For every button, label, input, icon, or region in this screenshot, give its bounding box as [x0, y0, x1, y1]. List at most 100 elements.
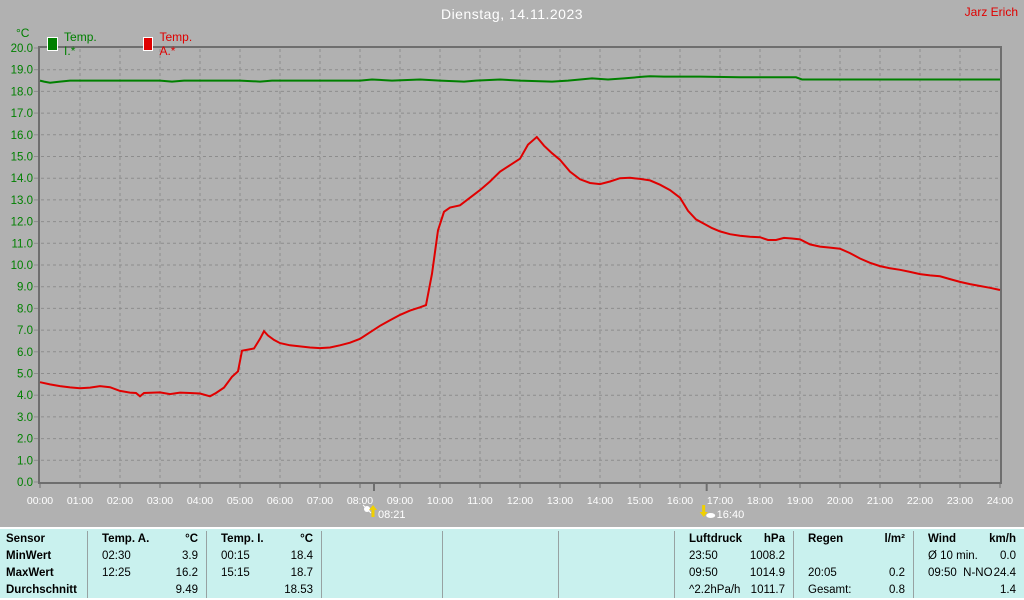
y-tick-label: 7.0	[17, 325, 33, 337]
stats-cell	[443, 531, 558, 548]
x-tick-label: 06:00	[267, 495, 293, 507]
stats-cell: 02:30 3.9	[88, 548, 206, 565]
sunrise-time-label: 08:21	[378, 509, 406, 521]
x-tick-label: 19:00	[787, 495, 813, 507]
x-tick-label: 11:00	[467, 495, 493, 507]
temp-outside-line	[39, 135, 1001, 398]
stats-cell-label: 02:30	[102, 550, 131, 563]
y-tick-label: 3.0	[17, 412, 33, 424]
y-tick-label: 6.0	[17, 347, 33, 359]
stats-cell-label: Luftdruck	[689, 533, 743, 546]
stats-cell-label: Regen	[808, 533, 844, 546]
stats-cell-label: Gesamt:	[808, 583, 852, 596]
stats-cell: Gesamt: 0.8	[794, 581, 913, 598]
x-tick-label: 04:00	[187, 495, 213, 507]
y-axis-unit-label: °C	[16, 26, 30, 40]
stats-cell-label: Wind	[928, 533, 956, 546]
y-tick-label: 2.0	[17, 434, 33, 446]
stats-cell-value: 24.4	[993, 566, 1016, 579]
stats-cell-label: 00:15	[221, 550, 250, 563]
stats-column: Sensor MinWert MaxWert Durchschnitt	[0, 531, 88, 598]
stats-cell: ^2.2hPa/h 1011.7	[675, 581, 793, 598]
stats-cell-label: Temp. A.	[102, 533, 150, 546]
stats-cell-value: 1008.2	[749, 550, 785, 563]
stats-cell: 15:15 18.7	[207, 565, 321, 582]
stats-cell: 12:25 16.2	[88, 565, 206, 582]
y-tick-label: 5.0	[17, 369, 33, 381]
user-name: Jarz Erich	[964, 5, 1018, 19]
temp-inside-swatch-icon	[47, 37, 59, 51]
y-tick-label: 18.0	[11, 86, 33, 98]
y-tick-label: 1.0	[17, 455, 33, 467]
x-tick-label: 23:00	[947, 495, 973, 507]
stats-cell-label: Durchschnitt	[6, 583, 77, 596]
stats-cell-label: 09:50	[689, 566, 718, 579]
stats-cell-label: Sensor	[6, 533, 45, 546]
stats-cell-value: hPa	[763, 533, 785, 546]
y-tick-label: 8.0	[17, 303, 33, 315]
stats-cell-label: Ø 10 min.	[928, 550, 978, 563]
stats-cell: 20:05 0.2	[794, 565, 913, 582]
y-tick-label: 16.0	[11, 130, 33, 142]
stats-cell	[443, 581, 558, 598]
y-tick-label: 19.0	[11, 65, 33, 77]
x-tick-label: 17:00	[707, 495, 733, 507]
stats-cell-value: 16.2	[175, 566, 198, 579]
stats-cell: Ø 10 min. 0.0	[914, 548, 1024, 565]
stats-cell-value: 1014.9	[749, 566, 785, 579]
stats-cell-value: 1.4	[1000, 583, 1016, 596]
x-tick-label: 08:00	[347, 495, 373, 507]
legend-label: Temp. A.*	[159, 30, 193, 58]
page-title: Dienstag, 14.11.2023	[440, 6, 584, 22]
stats-column	[322, 531, 443, 598]
stats-cell: 1.4	[914, 581, 1024, 598]
x-tick-label: 01:00	[67, 495, 93, 507]
stats-cell	[322, 581, 442, 598]
stats-column: Temp. I. °C 00:15 18.4 15:15 18.7 18.53	[207, 531, 322, 598]
stats-cell: 9.49	[88, 581, 206, 598]
stats-cell-label: Temp. I.	[221, 533, 264, 546]
stats-cell: Sensor	[0, 531, 87, 548]
y-tick-label: 4.0	[17, 390, 33, 402]
stats-cell	[559, 581, 674, 598]
stats-column: Temp. A. °C 02:30 3.9 12:25 16.2 9.49	[88, 531, 207, 598]
x-tick-label: 12:00	[507, 495, 533, 507]
y-tick-label: 10.0	[11, 260, 33, 272]
stats-cell-value: 18.7	[290, 566, 313, 579]
stats-cell: Temp. A. °C	[88, 531, 206, 548]
stats-cell: Temp. I. °C	[207, 531, 321, 548]
stats-cell	[322, 531, 442, 548]
stats-cell-value: km/h	[989, 533, 1016, 546]
x-tick-label: 16:00	[667, 495, 693, 507]
y-tick-label: 14.0	[11, 173, 33, 185]
x-tick-label: 03:00	[147, 495, 173, 507]
stats-cell-value: 3.9	[182, 550, 198, 563]
stats-cell-value: l/m²	[884, 533, 905, 546]
stats-cell: Luftdruck hPa	[675, 531, 793, 548]
y-tick-label: 11.0	[11, 238, 33, 250]
sunrise-icon	[362, 504, 377, 517]
x-tick-label: 14:00	[587, 495, 613, 507]
stats-cell-value: 1011.7	[750, 583, 785, 596]
stats-cell-value: 0.0	[1000, 550, 1016, 563]
x-tick-label: 00:00	[27, 495, 53, 507]
stats-cell-label: 15:15	[221, 566, 250, 579]
x-tick-label: 10:00	[427, 495, 453, 507]
stats-cell	[794, 548, 913, 565]
x-tick-label: 24:00	[987, 495, 1013, 507]
stats-cell-label: ^2.2hPa/h	[689, 583, 741, 596]
x-tick-label: 21:00	[867, 495, 893, 507]
temp-outside-swatch-icon	[143, 37, 154, 51]
stats-column	[559, 531, 675, 598]
stats-cell	[322, 565, 442, 582]
legend-label: Temp. I.*	[64, 30, 97, 58]
stats-cell	[443, 565, 558, 582]
legend-item-temp-inside: Temp. I.*	[47, 30, 100, 58]
stats-cell	[559, 531, 674, 548]
stats-cell	[443, 548, 558, 565]
x-tick-label: 18:00	[747, 495, 773, 507]
sunset-time-label: 16:40	[717, 509, 745, 521]
stats-cell-label: 23:50	[689, 550, 718, 563]
stats-cell: MaxWert	[0, 565, 87, 582]
